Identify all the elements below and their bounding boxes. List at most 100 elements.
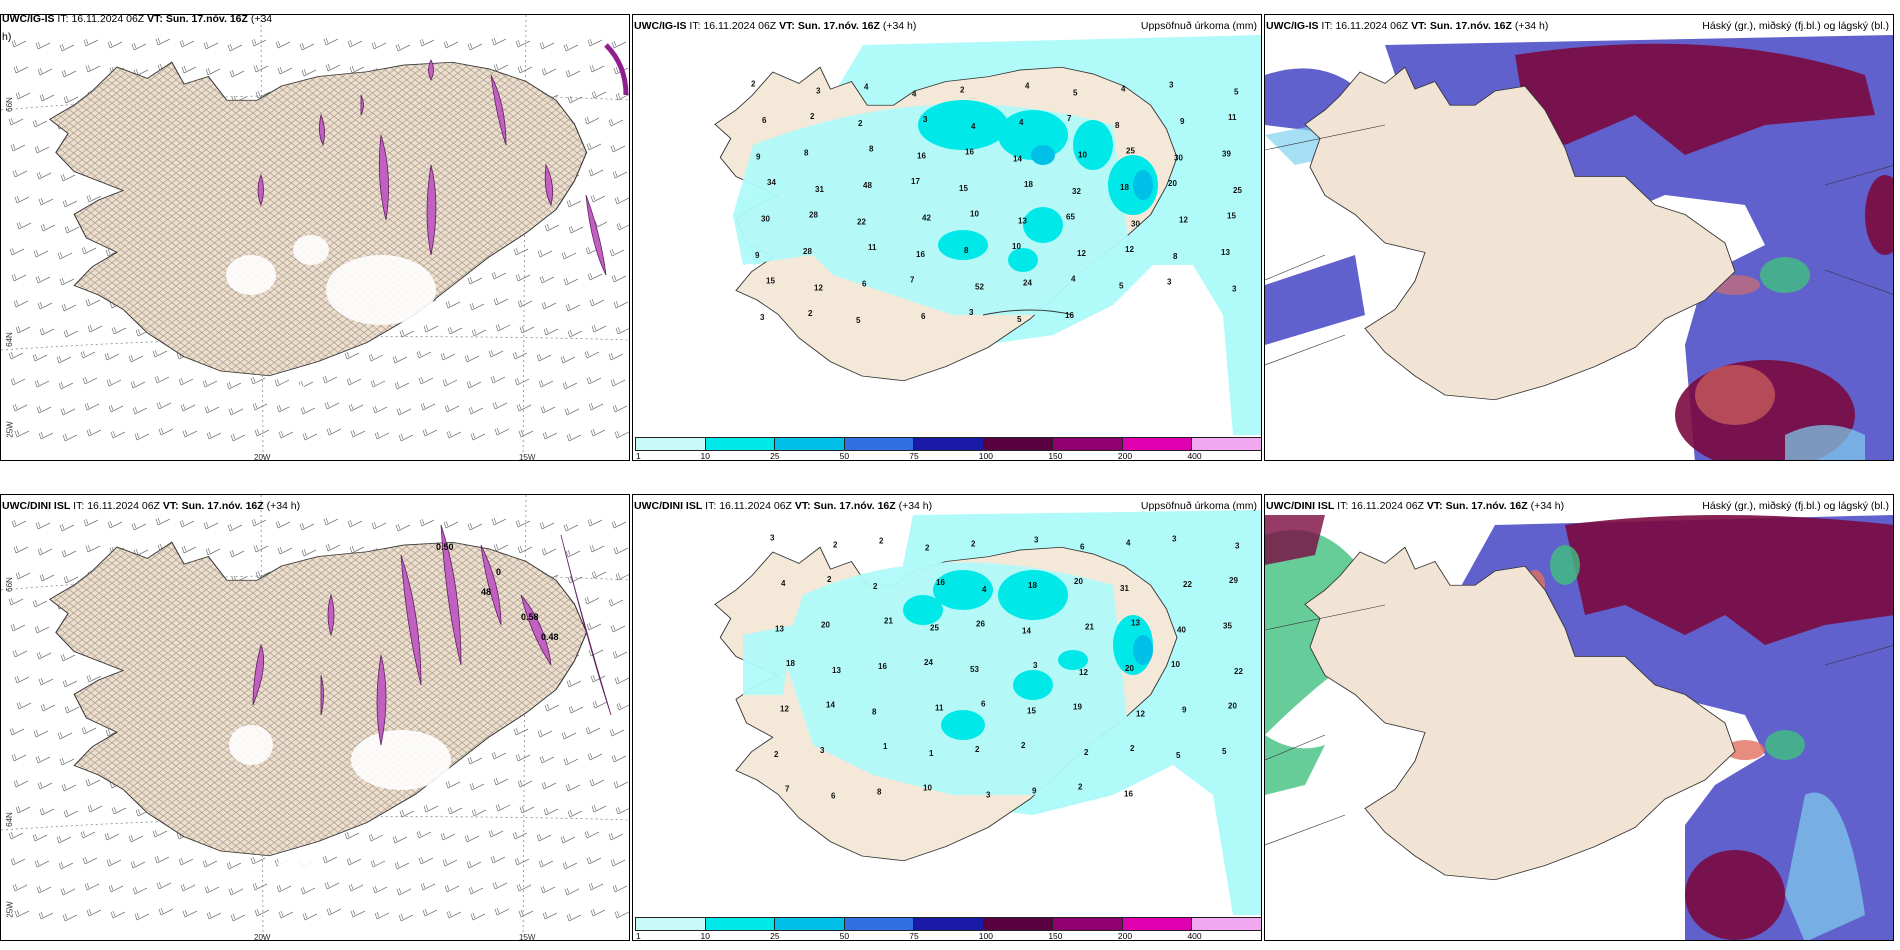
wind-barb [226, 381, 242, 390]
wind-barb [10, 857, 26, 866]
wind-barb [614, 196, 629, 205]
wind-barb [253, 544, 269, 553]
wind-barb [567, 329, 583, 338]
wind-barb [230, 913, 246, 922]
wind-barb [591, 804, 607, 813]
wind-barb [609, 728, 625, 737]
precip-value-label: 3 [1172, 535, 1177, 544]
wind-barb [81, 726, 97, 735]
wind-barb [519, 325, 535, 334]
cloud-map [1265, 33, 1893, 460]
panel-header: UWC/DINI ISL IT: 16.11.2024 06Z VT: Sun.… [634, 500, 1257, 512]
wind-barb [10, 377, 26, 386]
precip-value-label: 53 [970, 665, 979, 674]
wind-barb [588, 882, 604, 891]
wind-barb [323, 517, 339, 526]
precip-value-label: 9 [1180, 117, 1185, 126]
wind-barb [203, 521, 219, 530]
wind-barb [15, 91, 31, 100]
wind-barb [539, 755, 555, 764]
wind-barb [445, 300, 461, 309]
wind-barb [372, 885, 388, 894]
wind-barb [152, 349, 168, 358]
wind-barb [613, 780, 629, 789]
precip-value-label: 8 [1173, 252, 1178, 261]
precip-value-label: 2 [810, 112, 815, 121]
wind-barb [565, 303, 581, 312]
wind-barb [442, 378, 458, 387]
wind-barb [416, 350, 432, 359]
precip-value-label: 4 [1126, 539, 1131, 548]
wind-barb [58, 861, 74, 870]
wind-barb [515, 519, 531, 528]
wind-barb [349, 545, 365, 554]
wind-barb [8, 351, 24, 360]
colorbar-label: 1 [636, 931, 641, 941]
wind-barb [392, 835, 408, 844]
wind-barb [515, 273, 531, 282]
panel-header: UWC/IG-IS IT: 16.11.2024 06Z VT: Sun. 17… [634, 20, 1257, 32]
wind-barb [255, 90, 271, 99]
precip-value-label: 25 [1233, 186, 1242, 195]
precip-value-label: 3 [816, 86, 821, 95]
wind-barb [85, 298, 101, 307]
wind-barb [591, 324, 607, 333]
wind-barb [39, 93, 55, 102]
precip-value-label: 35 [1223, 622, 1232, 631]
precip-value-label: 15 [1027, 706, 1036, 715]
wind-barb [180, 403, 196, 412]
wind-barb [277, 546, 293, 555]
wind-barb [179, 519, 195, 528]
wind-panel-bottom: UWC/DINI ISL IT: 16.11.2024 06Z VT: Sun.… [0, 494, 630, 941]
precip-value-label: 20 [1228, 701, 1237, 710]
wind-barb [399, 809, 415, 818]
precip-value-label: 13 [1131, 619, 1140, 628]
wind-barb [251, 38, 267, 47]
wind-barb [32, 353, 48, 362]
wind-barb [40, 223, 56, 232]
colorbar-label: 150 [1048, 931, 1063, 941]
precip-value-label: 9 [755, 251, 760, 260]
precip-value-label: 3 [1167, 277, 1172, 286]
wind-barb [86, 428, 102, 437]
wind-barb [108, 404, 124, 413]
wind-barb [589, 778, 605, 787]
wind-barb [64, 225, 80, 234]
wind-barb [37, 547, 53, 556]
wind-barb [302, 432, 318, 441]
wind-barb [38, 911, 54, 920]
wind-barb [611, 40, 627, 49]
wind-barb [537, 729, 553, 738]
precip-value-label: 30 [1174, 153, 1183, 162]
wind-barb [561, 251, 577, 260]
wind-barb [468, 406, 484, 415]
wind-barb [492, 881, 508, 890]
wind-barb [155, 517, 171, 526]
wind-barb [566, 913, 582, 922]
wind-barb [57, 731, 73, 740]
wind-barb [59, 523, 75, 532]
wind-barb [372, 405, 388, 414]
precip-value-label: 18 [1024, 180, 1033, 189]
wind-barb [493, 777, 509, 786]
wind-barb [12, 403, 28, 412]
wind-barb [350, 429, 366, 438]
wind-barb [348, 883, 364, 892]
precip-value-label: 5 [1222, 747, 1227, 756]
lat-66-label: 66N [4, 97, 14, 112]
wind-barb [589, 544, 605, 553]
wind-barb [536, 833, 552, 842]
precip-value-label: 2 [879, 537, 884, 546]
colorbar-label: 400 [1187, 451, 1202, 461]
wind-barb [205, 67, 221, 76]
precip-value-label: 8 [872, 707, 877, 716]
wind-barb [491, 517, 507, 526]
wind-barb [609, 248, 625, 257]
precip-value-label: 6 [862, 279, 867, 288]
wind-barb [60, 407, 76, 416]
wind-barb [8, 117, 24, 126]
precip-value-label: 16 [878, 662, 887, 671]
contour-label: 0 [496, 567, 501, 577]
precip-value-label: 13 [775, 625, 784, 634]
